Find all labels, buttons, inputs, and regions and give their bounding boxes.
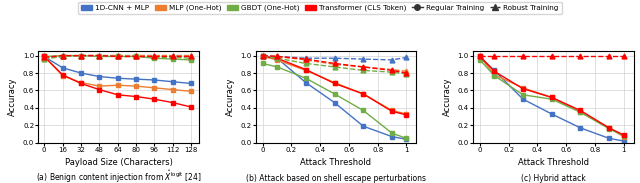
Y-axis label: Accuracy: Accuracy [225, 78, 235, 116]
Y-axis label: Accuracy: Accuracy [8, 78, 17, 116]
X-axis label: Attack Threshold: Attack Threshold [518, 158, 589, 167]
Legend: 1D-CNN + MLP, MLP (One-Hot), GBDT (One-Hot), Transformer (CLS Token), Regular Tr: 1D-CNN + MLP, MLP (One-Hot), GBDT (One-H… [79, 2, 561, 14]
Y-axis label: Accuracy: Accuracy [443, 78, 452, 116]
X-axis label: Payload Size (Characters): Payload Size (Characters) [65, 158, 173, 167]
X-axis label: Attack Threshold: Attack Threshold [301, 158, 371, 167]
Title: (a) Benign content injection from $\hat{X}^{\mathrm{logit}}$ [24]: (a) Benign content injection from $\hat{… [36, 169, 202, 183]
Title: (b) Attack based on shell escape perturbations: (b) Attack based on shell escape perturb… [246, 174, 426, 183]
Title: (c) Hybrid attack: (c) Hybrid attack [521, 174, 586, 183]
